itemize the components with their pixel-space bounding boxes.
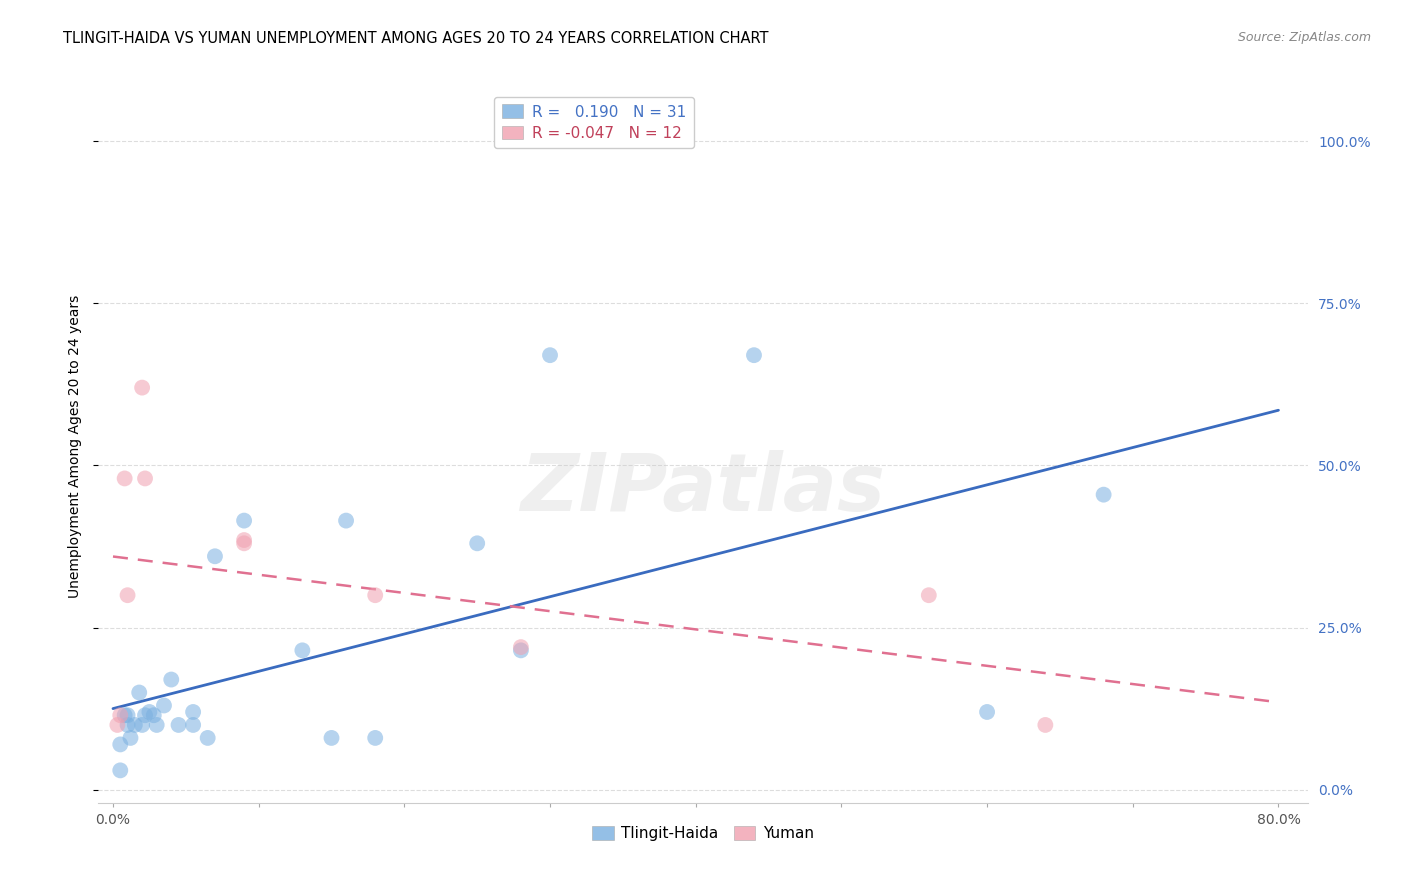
Point — [976, 705, 998, 719]
Text: TLINGIT-HAIDA VS YUMAN UNEMPLOYMENT AMONG AGES 20 TO 24 YEARS CORRELATION CHART: TLINGIT-HAIDA VS YUMAN UNEMPLOYMENT AMON… — [63, 31, 769, 46]
Legend: Tlingit-Haida, Yuman: Tlingit-Haida, Yuman — [585, 818, 821, 848]
Point — [1092, 488, 1115, 502]
Point — [134, 471, 156, 485]
Point — [114, 471, 136, 485]
Point — [138, 705, 160, 719]
Point — [321, 731, 343, 745]
Point — [1033, 718, 1056, 732]
Point — [134, 708, 156, 723]
Point — [110, 708, 132, 723]
Point — [160, 673, 183, 687]
Point — [233, 514, 256, 528]
Point — [117, 708, 139, 723]
Point — [918, 588, 941, 602]
Point — [131, 381, 153, 395]
Point — [117, 718, 139, 732]
Point — [114, 708, 136, 723]
Point — [131, 718, 153, 732]
Point — [465, 536, 488, 550]
Point — [204, 549, 226, 564]
Point — [335, 514, 357, 528]
Point — [742, 348, 765, 362]
Point — [110, 764, 132, 778]
Point — [124, 718, 146, 732]
Point — [153, 698, 176, 713]
Point — [142, 708, 165, 723]
Point — [128, 685, 150, 699]
Point — [110, 738, 132, 752]
Point — [538, 348, 561, 362]
Text: Source: ZipAtlas.com: Source: ZipAtlas.com — [1237, 31, 1371, 45]
Point — [233, 536, 256, 550]
Point — [181, 705, 204, 719]
Text: ZIPatlas: ZIPatlas — [520, 450, 886, 528]
Point — [509, 640, 531, 654]
Point — [291, 643, 314, 657]
Point — [364, 588, 387, 602]
Point — [120, 731, 142, 745]
Point — [364, 731, 387, 745]
Point — [233, 533, 256, 547]
Point — [181, 718, 204, 732]
Y-axis label: Unemployment Among Ages 20 to 24 years: Unemployment Among Ages 20 to 24 years — [69, 294, 83, 598]
Point — [509, 643, 531, 657]
Point — [117, 588, 139, 602]
Point — [167, 718, 190, 732]
Point — [197, 731, 219, 745]
Point — [145, 718, 167, 732]
Point — [105, 718, 128, 732]
